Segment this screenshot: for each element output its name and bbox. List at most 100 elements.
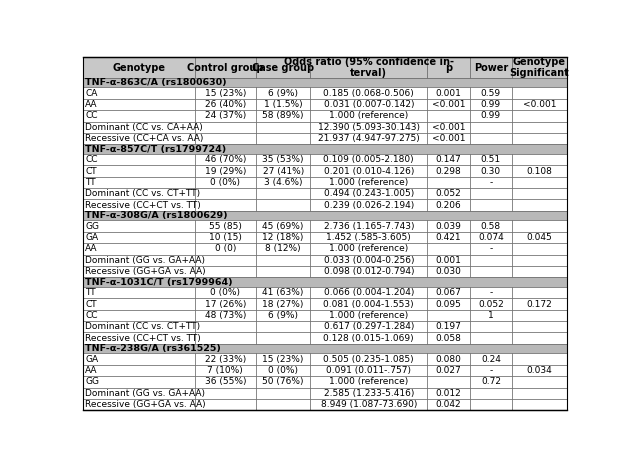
Text: 2.585 (1.233-5.416): 2.585 (1.233-5.416) [323,389,414,398]
Text: 0.99: 0.99 [481,100,501,109]
Bar [427,399,470,410]
Bar [512,122,567,133]
Bar [195,232,256,243]
Bar [470,353,512,365]
Bar [470,399,512,410]
Bar [83,243,195,255]
Bar [427,298,470,310]
Text: 0.012: 0.012 [436,389,462,398]
Text: Recessive (GG+GA vs. AA): Recessive (GG+GA vs. AA) [85,400,206,409]
Bar [512,298,567,310]
Bar [512,200,567,211]
Text: 1: 1 [488,311,494,320]
Text: 36 (55%): 36 (55%) [205,377,246,386]
Text: GA: GA [85,355,98,363]
Bar [83,99,195,110]
Bar [83,78,567,88]
Bar [512,88,567,99]
Bar [195,255,256,266]
Bar [512,376,567,388]
Text: CT: CT [85,300,97,308]
Bar [195,388,256,399]
Text: 0.001: 0.001 [436,88,462,98]
Bar [311,243,427,255]
Text: 0.091 (0.011-.757): 0.091 (0.011-.757) [327,366,411,375]
Bar [470,220,512,232]
Bar [470,188,512,200]
Text: Dominant (CC vs. CT+TT): Dominant (CC vs. CT+TT) [85,189,200,198]
Bar [83,321,195,332]
Text: 10 (15): 10 (15) [209,233,242,242]
Bar [311,376,427,388]
Text: 0.027: 0.027 [436,366,462,375]
Bar [427,266,470,277]
Bar [195,376,256,388]
Bar [311,266,427,277]
Text: AA: AA [85,100,98,109]
Text: Dominant (CC vs. CA+AA): Dominant (CC vs. CA+AA) [85,123,203,132]
Bar [83,277,567,287]
Text: <0.001: <0.001 [522,100,556,109]
Bar [311,200,427,211]
Bar [83,298,195,310]
Text: 0 (0%): 0 (0%) [268,366,298,375]
Bar [470,177,512,188]
Text: 6 (9%): 6 (9%) [268,88,298,98]
Bar [195,266,256,277]
Bar [311,321,427,332]
Bar [470,99,512,110]
Bar [195,57,256,78]
Bar [195,133,256,144]
Text: 1.000 (reference): 1.000 (reference) [329,112,408,120]
Bar [427,188,470,200]
Text: 0 (0%): 0 (0%) [210,178,240,187]
Text: AA: AA [85,366,98,375]
Bar [311,188,427,200]
Bar [512,99,567,110]
Bar [470,154,512,165]
Bar [256,99,311,110]
Text: <0.001: <0.001 [432,123,465,132]
Bar [512,287,567,298]
Text: 46 (70%): 46 (70%) [205,155,246,164]
Bar [83,165,195,177]
Text: Recessive (CC+CA vs. AA): Recessive (CC+CA vs. AA) [85,134,204,143]
Bar [195,310,256,321]
Bar [83,200,195,211]
Bar [311,332,427,344]
Text: 0.098 (0.012-0.794): 0.098 (0.012-0.794) [323,267,414,276]
Bar [427,232,470,243]
Text: 1.000 (reference): 1.000 (reference) [329,178,408,187]
Bar [470,110,512,122]
Bar [83,220,195,232]
Bar [83,388,195,399]
Bar [512,220,567,232]
Text: 55 (85): 55 (85) [209,222,242,231]
Bar [256,298,311,310]
Text: 0.201 (0.010-4.126): 0.201 (0.010-4.126) [323,167,414,175]
Text: 0.045: 0.045 [527,233,552,242]
Bar [256,310,311,321]
Bar [311,287,427,298]
Bar [311,88,427,99]
Bar [311,298,427,310]
Bar [470,243,512,255]
Bar [470,376,512,388]
Bar [195,321,256,332]
Text: 0.108: 0.108 [526,167,552,175]
Bar [427,110,470,122]
Bar [195,243,256,255]
Text: 0.080: 0.080 [436,355,462,363]
Text: 0.72: 0.72 [481,377,501,386]
Text: 0.147: 0.147 [436,155,462,164]
Text: p: p [445,63,452,73]
Bar [427,321,470,332]
Bar [427,133,470,144]
Text: 19 (29%): 19 (29%) [205,167,246,175]
Text: TNF-α-1031C/T (rs1799964): TNF-α-1031C/T (rs1799964) [85,278,233,287]
Bar [83,177,195,188]
Text: AA: AA [85,244,98,253]
Bar [256,165,311,177]
Text: Power: Power [474,63,508,73]
Bar [427,220,470,232]
